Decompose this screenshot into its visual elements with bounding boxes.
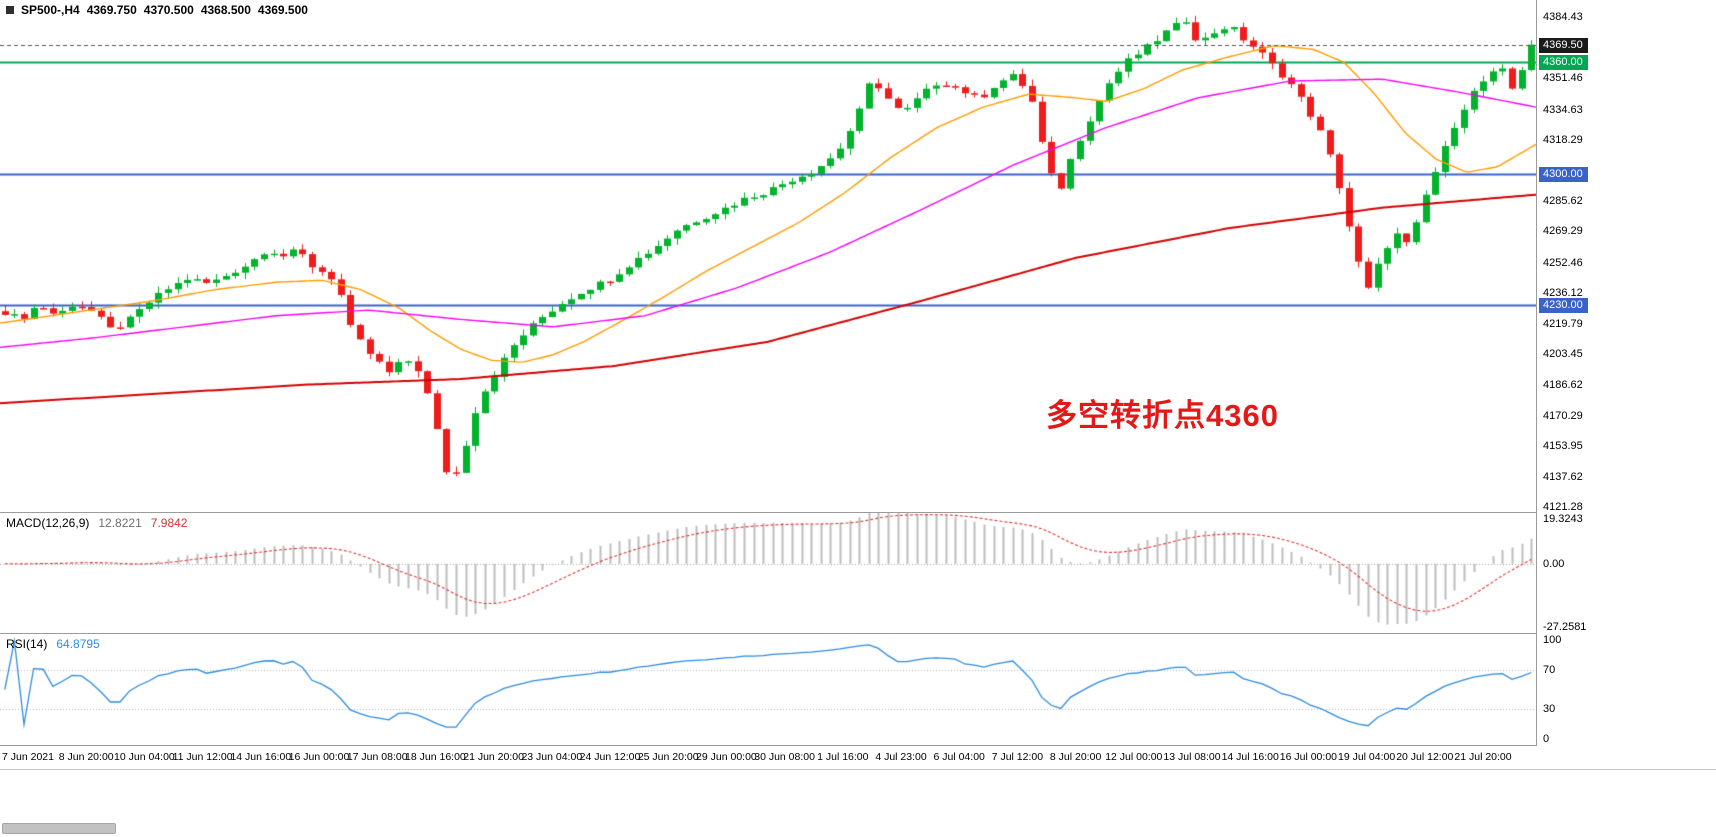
time-axis-label: 16 Jul 00:00 <box>1279 751 1337 763</box>
price-axis-label: 4334.63 <box>1543 103 1583 116</box>
horizontal-scrollbar[interactable] <box>2 823 116 834</box>
time-axis-label: 21 Jul 20:00 <box>1454 751 1512 763</box>
time-axis-label: 1 Jul 16:00 <box>817 751 869 763</box>
candlestick-chart-canvas[interactable] <box>0 0 1536 512</box>
rsi-axis-label: 30 <box>1543 703 1556 716</box>
time-axis-label: 10 Jun 04:00 <box>114 751 175 763</box>
price-axis-label: 4252.46 <box>1543 256 1583 269</box>
price-axis-label: 4351.46 <box>1543 72 1583 85</box>
time-axis-label: 23 Jun 04:00 <box>521 751 583 763</box>
rsi-panel[interactable]: RSI(14) 64.8795 <box>0 634 1536 746</box>
rsi-header: RSI(14) 64.8795 <box>6 637 100 651</box>
macd-signal-value: 7.9842 <box>150 516 188 530</box>
price-tag-4360.00: 4360.00 <box>1539 55 1588 71</box>
time-axis-label: 7 Jul 12:00 <box>991 751 1044 763</box>
price-axis[interactable]: 4384.43 4351.46 4334.63 4318.29 4285.62 4269.… <box>1536 0 1716 746</box>
macd-panel[interactable]: MACD(12,26,9) 12.8221 7.9842 <box>0 513 1536 634</box>
ohlc-open-value: 4369.750 <box>86 3 137 17</box>
time-axis-label: 25 Jun 20:00 <box>637 751 699 763</box>
price-axis-label: 4186.62 <box>1543 379 1583 392</box>
price-tag-4369.50: 4369.50 <box>1539 37 1588 53</box>
chart-marker-icon <box>6 6 14 14</box>
rsi-axis-label: 70 <box>1543 663 1556 676</box>
time-axis-label: 18 Jun 16:00 <box>405 751 466 763</box>
macd-axis-label: 19.3243 <box>1543 513 1583 525</box>
rsi-chart-canvas[interactable] <box>0 634 1536 745</box>
time-axis-label: 6 Jul 04:00 <box>933 751 985 763</box>
time-axis-label: 7 Jun 2021 <box>2 751 54 763</box>
price-axis-label: 4137.62 <box>1543 470 1583 483</box>
time-axis-label: 20 Jul 12:00 <box>1396 751 1454 763</box>
rsi-label: RSI(14) <box>6 637 48 651</box>
time-axis[interactable]: 7 Jun 2021 8 Jun 20:00 10 Jun 04:00 11 Jun … <box>0 746 1716 770</box>
time-axis-label: 21 Jun 20:00 <box>463 751 524 763</box>
price-axis-label: 4203.45 <box>1543 347 1583 360</box>
main-chart-panel[interactable]: SP500-,H4 4369.750 4370.500 4368.500 436… <box>0 0 1536 513</box>
macd-main-value: 12.8221 <box>98 516 142 530</box>
ohlc-close-value: 4369.500 <box>257 3 308 17</box>
price-axis-label: 4153.95 <box>1543 440 1583 453</box>
rsi-axis-label: 100 <box>1543 634 1562 646</box>
time-axis-label: 14 Jun 16:00 <box>230 751 292 763</box>
price-axis-label: 4384.43 <box>1543 10 1583 23</box>
price-axis-label: 4285.62 <box>1543 194 1583 207</box>
price-axis-label: 4318.29 <box>1543 134 1583 147</box>
time-axis-label: 24 Jun 12:00 <box>579 751 641 763</box>
chart-header: SP500-,H4 4369.750 4370.500 4368.500 436… <box>6 3 308 17</box>
rsi-axis-label: 0 <box>1543 733 1550 745</box>
ohlc-high-value: 4370.500 <box>143 3 194 17</box>
price-axis-label: 4219.79 <box>1543 317 1583 330</box>
price-tag-4230.00: 4230.00 <box>1539 297 1588 313</box>
price-tag-4300.00: 4300.00 <box>1539 167 1588 183</box>
time-axis-label: 12 Jul 00:00 <box>1105 751 1163 763</box>
time-axis-label: 29 Jun 00:00 <box>696 751 757 763</box>
ohlc-low-value: 4368.500 <box>200 3 251 17</box>
annotation-text: 多空转折点4360 <box>1046 398 1279 433</box>
price-axis-label: 4236.12 <box>1543 287 1583 300</box>
time-axis-label: 19 Jul 04:00 <box>1337 751 1396 763</box>
price-axis-label: 4170.29 <box>1543 409 1583 422</box>
macd-label: MACD(12,26,9) <box>6 516 90 530</box>
macd-header: MACD(12,26,9) 12.8221 7.9842 <box>6 516 187 530</box>
macd-chart-canvas[interactable] <box>0 513 1536 633</box>
time-axis-label: 8 Jun 20:00 <box>58 751 114 763</box>
time-axis-label: 16 Jun 00:00 <box>288 751 350 763</box>
time-axis-label: 11 Jun 12:00 <box>172 751 233 763</box>
time-axis-label: 30 Jun 08:00 <box>754 751 815 763</box>
time-axis-label: 13 Jul 08:00 <box>1163 751 1221 763</box>
macd-axis-label: -27.2581 <box>1543 621 1587 633</box>
symbol-period-label: SP500-,H4 <box>21 3 80 17</box>
bottom-strip <box>0 770 1716 837</box>
price-axis-label: 4269.29 <box>1543 225 1583 238</box>
time-axis-label: 17 Jun 08:00 <box>346 751 408 763</box>
price-axis-label: 4121.28 <box>1543 501 1583 513</box>
macd-axis-label: 0.00 <box>1543 557 1565 570</box>
time-axis-label: 8 Jul 20:00 <box>1049 751 1102 763</box>
time-axis-label: 14 Jul 16:00 <box>1221 751 1279 763</box>
rsi-value: 64.8795 <box>56 637 100 651</box>
time-axis-label: 4 Jul 23:00 <box>875 751 927 763</box>
